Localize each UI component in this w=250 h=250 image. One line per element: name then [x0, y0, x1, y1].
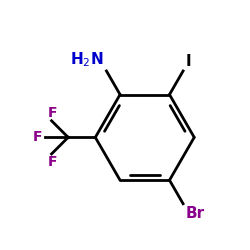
Text: F: F [48, 155, 58, 169]
Text: Br: Br [186, 206, 205, 221]
Text: F: F [33, 130, 43, 144]
Text: H$_2$N: H$_2$N [70, 50, 104, 68]
Text: F: F [48, 106, 58, 120]
Text: I: I [186, 54, 191, 68]
